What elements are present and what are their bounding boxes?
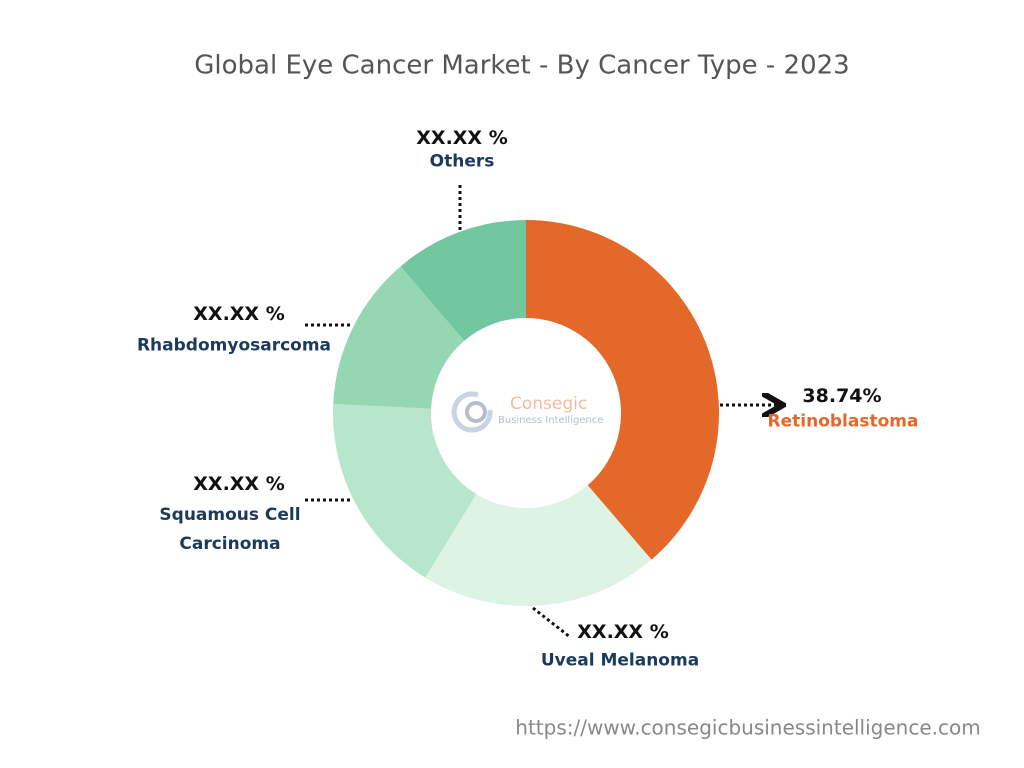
category-label: Squamous Cell Carcinoma <box>159 505 301 554</box>
category-label: Rhabdomyosarcoma <box>136 335 332 356</box>
source-url: https://www.consegicbusinessintelligence… <box>515 716 980 740</box>
donut-slice <box>526 220 719 560</box>
value-label: XX.XX % <box>193 303 285 325</box>
donut-slice <box>333 404 477 578</box>
logo-icon <box>465 401 487 423</box>
value-label: XX.XX % <box>577 621 669 643</box>
leader-line <box>532 606 571 639</box>
category-label: Uveal Melanoma <box>540 650 700 671</box>
logo-tagline: Business Intelligence <box>498 415 603 426</box>
category-label: Retinoblastoma <box>767 411 919 432</box>
chart-title: Global Eye Cancer Market - By Cancer Typ… <box>194 51 849 81</box>
donut-slice <box>400 220 526 341</box>
value-label: XX.XX % <box>193 473 285 495</box>
logo-icon <box>451 391 493 433</box>
value-label: XX.XX % <box>416 127 508 149</box>
watermark: Consegic Business Intelligence <box>451 391 603 433</box>
donut-slice <box>425 485 652 606</box>
category-label: Others <box>429 151 495 172</box>
donut-slice <box>333 266 465 409</box>
logo-name: Consegic <box>510 394 587 414</box>
value-label: 38.74% <box>802 385 882 407</box>
